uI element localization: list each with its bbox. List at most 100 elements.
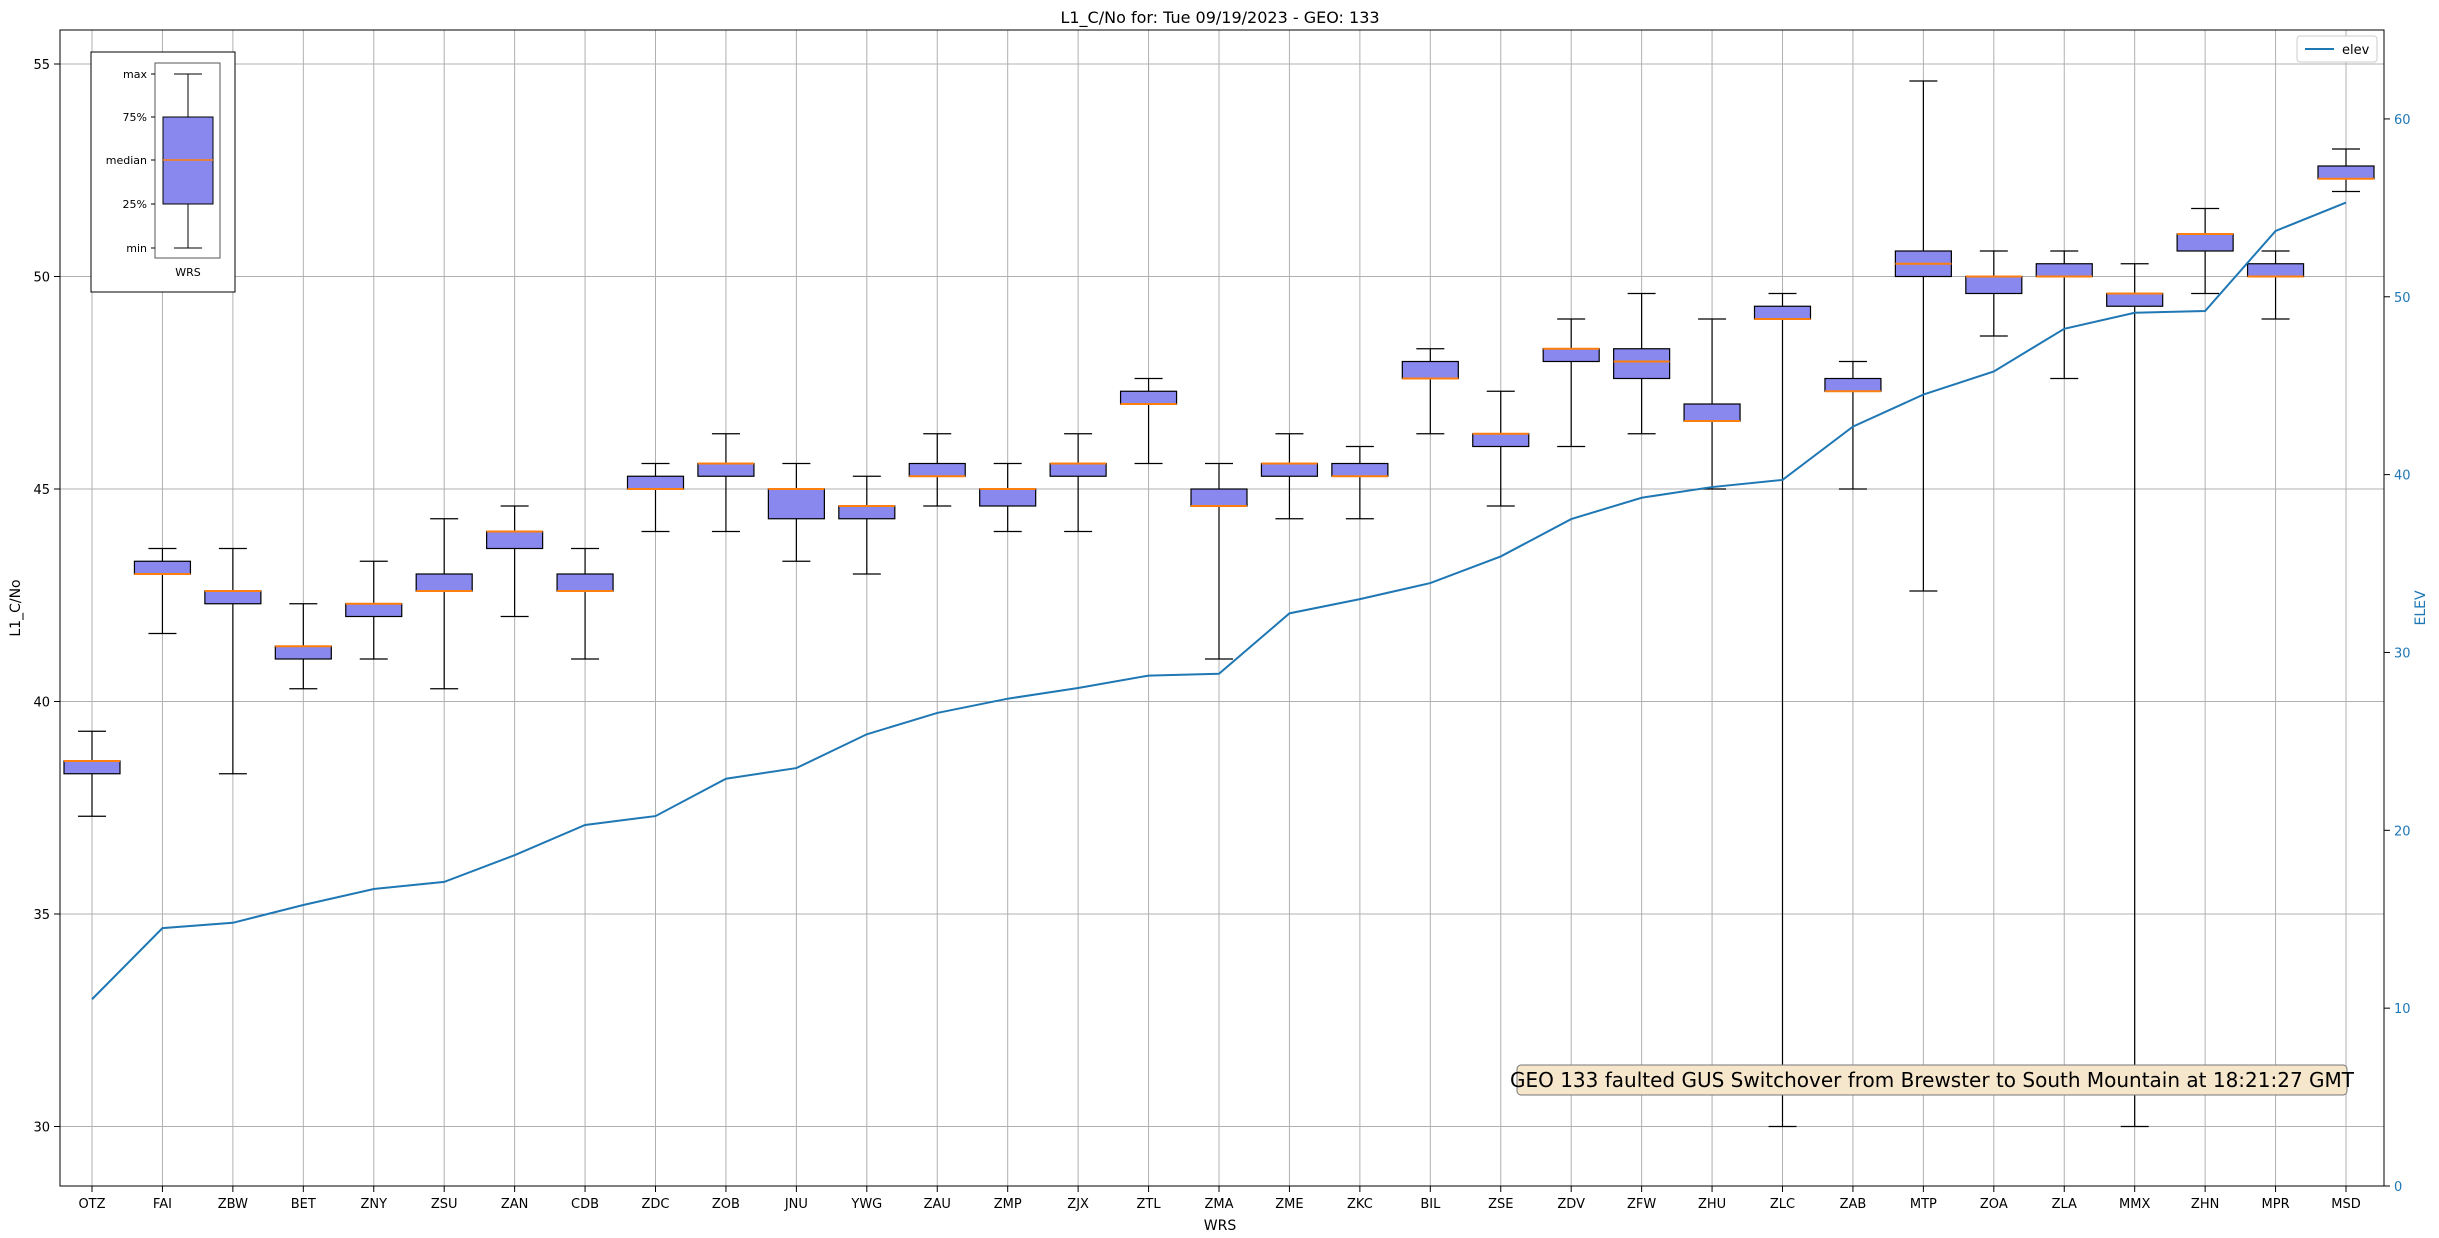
box-bet [274,603,332,690]
box-iqr [1190,488,1248,507]
x-tick-label: ZDV [1557,1197,1585,1212]
box-iqr [204,590,262,605]
box-iqr [274,645,332,660]
box-iqr [697,462,755,477]
box-iqr [908,462,966,477]
x-tick-label: ZDC [642,1197,670,1212]
box-iqr [1401,360,1459,380]
x-tick-label: ZMP [994,1197,1022,1212]
box-ztl [1119,377,1178,465]
box-iqr [415,573,473,592]
chart-title: L1_C/No for: Tue 09/19/2023 - GEO: 133 [1060,8,1379,28]
x-tick-label: OTZ [78,1197,105,1212]
box-zbw [204,547,262,775]
legend-label-elev: elev [2342,43,2370,58]
box-msd [2317,148,2375,193]
box-zlc [1753,292,1812,1128]
annotation-box [1516,1064,2348,1096]
x-tick-label: ZOA [1980,1197,2008,1212]
box-iqr [2246,263,2305,278]
boxplot-inset-legend: max 75% median 25% min WRS [90,51,236,293]
box-iqr [1331,462,1389,477]
box-iqr [767,488,825,520]
box-iqr [486,530,544,550]
y2-tick-label: 10 [2394,1002,2411,1017]
x-tick-label: ZHN [2191,1197,2219,1212]
x-tick-label: ZAB [1840,1197,1867,1212]
x-tick-label: ZSU [431,1197,458,1212]
box-iqr [1613,348,1671,380]
box-iqr [1119,390,1178,405]
box-iqr [556,573,614,592]
box-zdv [1542,318,1600,448]
box-zjx [1049,433,1107,533]
box-zdc [626,462,685,533]
box-iqr [133,560,192,575]
y-tick-label: 55 [33,58,50,73]
box-iqr [1683,403,1741,422]
box-zan [486,505,544,618]
x-axis-label: WRS [1204,1218,1237,1234]
x-tick-label: ZTL [1137,1197,1162,1212]
box-plots [63,80,2375,1128]
box-zab [1824,360,1882,490]
y-axis-label: L1_C/No [8,579,24,636]
x-tick-label: ZMA [1204,1197,1233,1212]
elev-line-series [91,201,2347,1000]
box-iqr [63,760,121,775]
y2-axis-label: ELEV [2413,590,2429,625]
box-iqr [1753,305,1812,320]
inset-tick-label: max [123,68,147,81]
x-tick-label: MPR [2262,1197,2290,1212]
box-zma [1190,462,1248,660]
x-tick-label: ZOB [712,1197,740,1212]
box-zmp [979,462,1037,533]
box-zme [1260,433,1319,520]
x-tick-label: BET [291,1197,316,1212]
x-tick-label: ZKC [1347,1197,1373,1212]
box-iqr [1965,275,2023,295]
x-tick-label: ZSE [1488,1197,1513,1212]
box-bil [1401,348,1459,435]
box-iqr [2035,263,2093,278]
x-tick-label: FAI [153,1197,172,1212]
x-tick-label: ZLC [1770,1197,1795,1212]
annotation-text: GEO 133 faulted GUS Switchover from Brew… [1510,1068,2355,1092]
x-tick-label: MTP [1910,1197,1937,1212]
legend: elev [2296,35,2378,63]
y2-tick-label: 0 [2394,1180,2402,1195]
box-zsu [415,518,473,690]
box-zny [345,560,403,660]
x-tick-label: BIL [1420,1197,1441,1212]
x-tick-label: ZME [1275,1197,1303,1212]
x-tick-label: ZHU [1698,1197,1726,1212]
x-tick-label: MMX [2119,1197,2150,1212]
x-tick-label: ZJX [1067,1197,1089,1212]
box-iqr [1472,433,1530,448]
x-tick-label: ZNY [360,1197,387,1212]
box-iqr [345,603,403,618]
box-iqr [1824,377,1882,392]
box-zkc [1331,445,1389,520]
box-jnu [767,462,825,562]
annotation: GEO 133 faulted GUS Switchover from Brew… [1510,1064,2355,1096]
inset-tick-label: median [106,154,147,167]
box-zoa [1965,250,2023,337]
y2-tick-label: 50 [2394,291,2411,306]
x-tick-label: YWG [850,1197,882,1212]
x-tick-label: ZAN [501,1197,529,1212]
box-ywg [838,475,896,575]
x-tick-label: JNU [784,1197,808,1212]
inset-xlabel: WRS [175,266,201,279]
y-tick-label: 30 [33,1121,50,1136]
box-zhn [2176,207,2234,295]
box-iqr [626,475,685,490]
box-zhu [1683,318,1741,490]
box-fai [133,547,192,635]
box-zse [1472,390,1530,507]
x-tick-label: ZAU [924,1197,951,1212]
y-axis: 30 35 40 45 50 55 [33,58,60,1136]
grid [60,30,2384,1186]
box-iqr [838,505,896,520]
